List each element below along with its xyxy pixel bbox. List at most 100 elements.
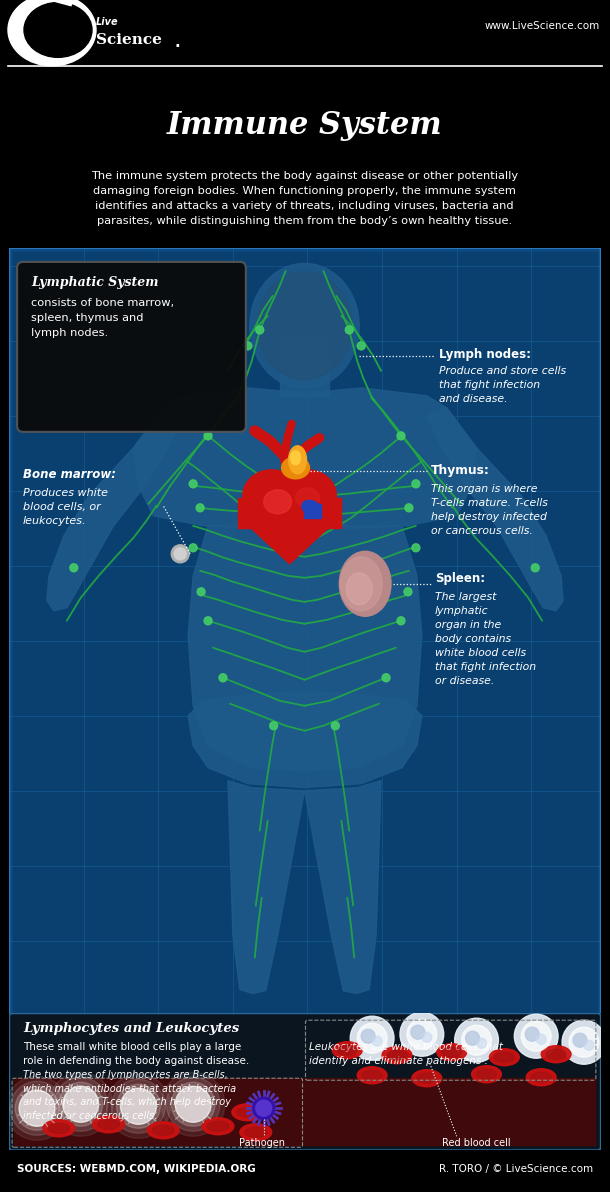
Circle shape: [407, 1019, 437, 1049]
Ellipse shape: [232, 1104, 264, 1120]
Text: These small white blood cells play a large
role in defending the body against di: These small white blood cells play a lar…: [23, 1042, 249, 1066]
Text: Red blood cell: Red blood cell: [442, 1138, 511, 1148]
Circle shape: [253, 1098, 274, 1119]
Polygon shape: [304, 781, 381, 994]
Circle shape: [400, 1012, 443, 1056]
Text: Spleen:: Spleen:: [435, 572, 485, 585]
Circle shape: [562, 1020, 606, 1064]
Ellipse shape: [98, 1119, 120, 1129]
Ellipse shape: [541, 1045, 571, 1063]
Text: Lymphatic System: Lymphatic System: [31, 275, 159, 288]
Circle shape: [197, 588, 205, 596]
Circle shape: [167, 1078, 220, 1131]
Circle shape: [171, 1082, 215, 1126]
Ellipse shape: [531, 1073, 551, 1082]
Polygon shape: [228, 781, 304, 994]
Circle shape: [397, 616, 405, 625]
Ellipse shape: [43, 1119, 75, 1137]
Ellipse shape: [290, 451, 301, 465]
Circle shape: [372, 1036, 382, 1047]
Circle shape: [63, 1086, 99, 1122]
Text: The two types of lymphocytes are B-cells,
which make antibodies that attack bact: The two types of lymphocytes are B-cells…: [23, 1070, 236, 1120]
Text: Lymphocytes and Leukocytes: Lymphocytes and Leukocytes: [23, 1023, 239, 1035]
Circle shape: [54, 1078, 107, 1131]
Text: SOURCES: WEBMD.COM, WIKIPEDIA.ORG: SOURCES: WEBMD.COM, WIKIPEDIA.ORG: [17, 1165, 256, 1174]
Circle shape: [514, 1014, 558, 1058]
Ellipse shape: [387, 1050, 407, 1060]
Circle shape: [196, 504, 204, 511]
Circle shape: [405, 504, 413, 511]
Text: Immune System: Immune System: [167, 110, 443, 141]
Circle shape: [525, 1028, 539, 1042]
Circle shape: [5, 1076, 69, 1141]
Ellipse shape: [93, 1116, 124, 1132]
Circle shape: [573, 1033, 587, 1048]
Ellipse shape: [296, 488, 320, 508]
Ellipse shape: [442, 1048, 462, 1057]
Circle shape: [189, 544, 197, 552]
Ellipse shape: [243, 470, 301, 522]
Text: Live: Live: [96, 17, 118, 27]
Text: Pathogen: Pathogen: [239, 1138, 285, 1148]
Ellipse shape: [437, 1044, 467, 1061]
Circle shape: [331, 721, 339, 730]
Bar: [304, 504, 321, 517]
Polygon shape: [238, 516, 342, 564]
Ellipse shape: [495, 1053, 514, 1062]
Ellipse shape: [346, 573, 372, 604]
Ellipse shape: [357, 1067, 387, 1084]
Ellipse shape: [362, 1070, 382, 1080]
Circle shape: [256, 1100, 271, 1116]
Ellipse shape: [476, 1069, 497, 1079]
Ellipse shape: [282, 457, 309, 479]
Circle shape: [569, 1028, 599, 1057]
Circle shape: [204, 432, 212, 440]
Ellipse shape: [526, 1069, 556, 1086]
Circle shape: [584, 1041, 594, 1050]
Ellipse shape: [257, 272, 352, 380]
Ellipse shape: [48, 1123, 70, 1134]
Circle shape: [350, 1017, 394, 1060]
Circle shape: [454, 1018, 498, 1062]
Ellipse shape: [472, 1066, 501, 1082]
Text: consists of bone marrow,
spleen, thymus and
lymph nodes.: consists of bone marrow, spleen, thymus …: [31, 298, 174, 337]
Circle shape: [256, 325, 264, 334]
Circle shape: [422, 1032, 432, 1042]
Ellipse shape: [279, 470, 336, 522]
Ellipse shape: [489, 1049, 519, 1066]
Circle shape: [345, 325, 353, 334]
Circle shape: [397, 432, 405, 440]
Circle shape: [357, 1023, 387, 1054]
Circle shape: [112, 1079, 165, 1134]
Ellipse shape: [202, 1118, 234, 1135]
Text: Produce and store cells
that fight infection
and disease.: Produce and store cells that fight infec…: [439, 366, 566, 404]
Bar: [238, 498, 342, 528]
Ellipse shape: [245, 1128, 267, 1137]
Circle shape: [357, 342, 365, 350]
Text: .: .: [175, 36, 181, 50]
Ellipse shape: [8, 0, 96, 66]
Text: Science: Science: [96, 33, 162, 46]
Ellipse shape: [339, 551, 391, 616]
FancyBboxPatch shape: [17, 262, 246, 432]
Ellipse shape: [237, 1107, 259, 1117]
Circle shape: [171, 545, 189, 563]
Ellipse shape: [264, 490, 292, 514]
Ellipse shape: [240, 1124, 271, 1141]
Circle shape: [10, 1081, 64, 1135]
Circle shape: [15, 1086, 59, 1130]
Circle shape: [49, 1073, 113, 1136]
Ellipse shape: [152, 1125, 174, 1135]
Circle shape: [117, 1085, 160, 1129]
Circle shape: [219, 673, 227, 682]
Text: Thymus:: Thymus:: [431, 464, 490, 477]
Text: The immune system protects the body against disease or other potentially
damagin: The immune system protects the body agai…: [91, 172, 518, 225]
Ellipse shape: [250, 263, 359, 389]
Text: Leukocytes are white blood cells that
identify and eliminate pathogens .: Leukocytes are white blood cells that id…: [309, 1042, 503, 1066]
Ellipse shape: [148, 1122, 179, 1138]
Circle shape: [107, 1074, 170, 1138]
Circle shape: [531, 564, 539, 572]
Circle shape: [404, 588, 412, 596]
Polygon shape: [47, 408, 183, 610]
Circle shape: [121, 1088, 156, 1124]
